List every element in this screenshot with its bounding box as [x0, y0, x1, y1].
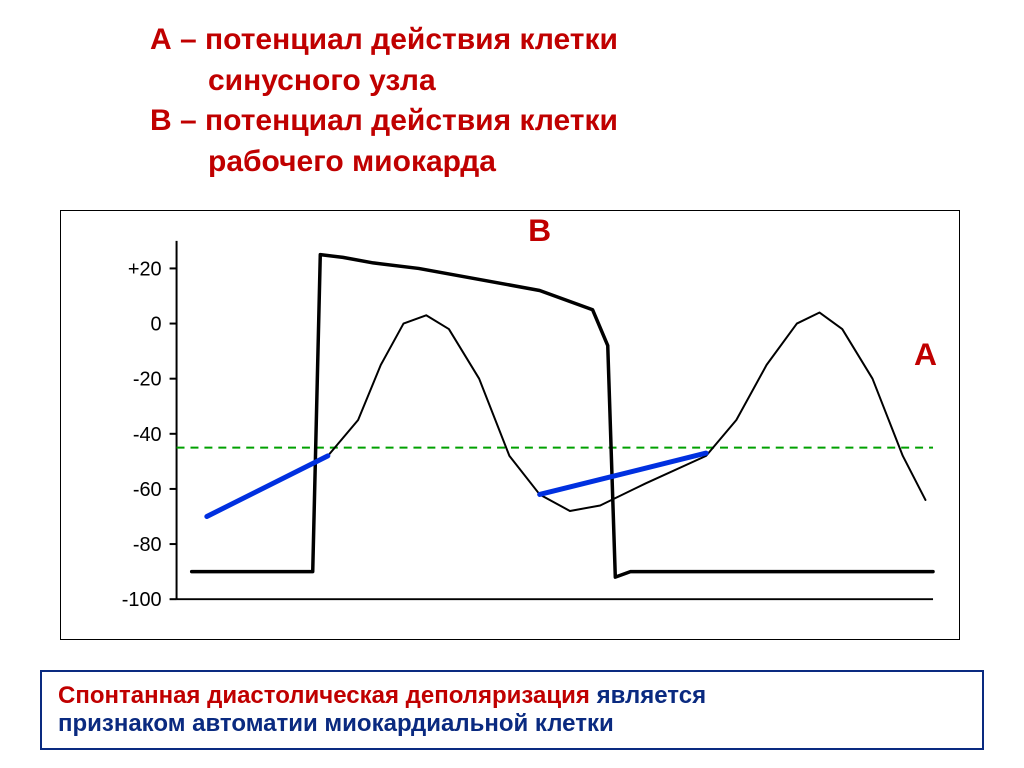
title-block: А – потенциал действия клетки синусного …	[150, 20, 964, 182]
svg-text:-80: -80	[133, 534, 162, 556]
svg-text:0: 0	[151, 314, 162, 336]
action-potential-chart: -100 -80 -60 -40 -20 0 +20 В А	[61, 211, 959, 639]
caption-box: Спонтанная диастолическая деполяризация …	[40, 670, 984, 750]
svg-text:+20: +20	[128, 258, 162, 280]
caption-accent: Спонтанная диастолическая деполяризация	[58, 682, 590, 709]
svg-text:-40: -40	[133, 424, 162, 446]
title-line-b2: рабочего миокарда	[150, 142, 964, 183]
title-line-b1: В – потенциал действия клетки	[150, 101, 964, 142]
svg-text:-60: -60	[133, 479, 162, 501]
title-line-a1: А – потенциал действия клетки	[150, 20, 964, 61]
svg-text:А: А	[914, 336, 937, 372]
svg-text:-20: -20	[133, 369, 162, 391]
caption-line-1: Спонтанная диастолическая деполяризация …	[58, 682, 966, 710]
slide: А – потенциал действия клетки синусного …	[0, 0, 1024, 768]
chart-container: -100 -80 -60 -40 -20 0 +20 В А	[60, 210, 960, 640]
svg-text:-100: -100	[122, 589, 162, 611]
svg-text:В: В	[528, 212, 551, 248]
caption-rest: является	[590, 682, 706, 709]
caption-line-2: признаком автоматии миокардиальной клетк…	[58, 710, 966, 738]
title-line-a2: синусного узла	[150, 61, 964, 102]
